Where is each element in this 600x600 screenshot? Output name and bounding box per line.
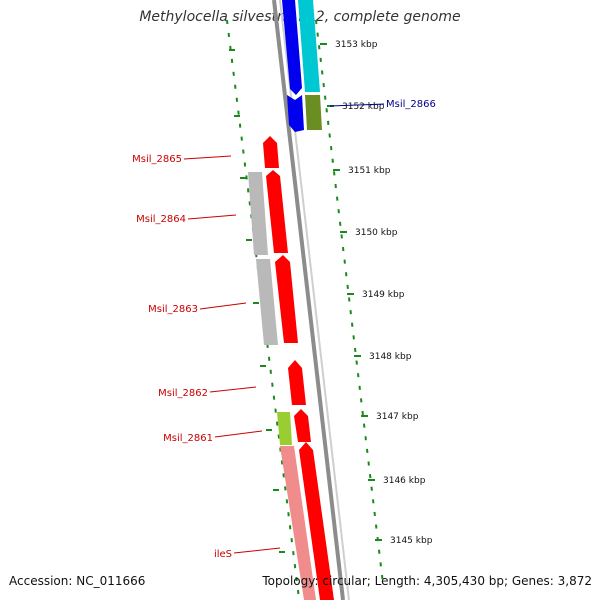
gene-label: Msil_2863 — [148, 304, 198, 315]
gene-msil-2865 — [263, 136, 279, 168]
gene-leader-line — [329, 103, 385, 107]
gene-label: ileS — [214, 549, 232, 560]
gene-label: Msil_2866 — [386, 99, 436, 110]
gene-leader-line — [199, 302, 247, 310]
gene-cyan — [298, 0, 320, 92]
backbone-line — [272, 0, 345, 600]
tick-label: 3153 kbp — [335, 40, 378, 50]
gene-msil-2862 — [288, 360, 306, 405]
gene-olive — [305, 95, 322, 130]
topology-text: Topology: circular; Length: 4,305,430 bp… — [262, 574, 592, 588]
gene-label: Msil_2861 — [163, 433, 213, 444]
gene-blue-2 — [287, 95, 304, 132]
tick-label: 3148 kbp — [369, 352, 412, 362]
gene-msil-2863 — [275, 255, 298, 343]
gene-leader-line — [187, 214, 237, 220]
cds-salmon-iles — [280, 446, 316, 600]
tick-label: 3152 kbp — [342, 102, 385, 112]
gene-label: Msil_2864 — [136, 214, 186, 225]
tick-label: 3151 kbp — [348, 166, 391, 176]
gene-label: Msil_2865 — [132, 154, 182, 165]
tick-label: 3145 kbp — [390, 536, 433, 546]
tick-label: 3150 kbp — [355, 228, 398, 238]
cds-gray-2864 — [248, 172, 268, 255]
gene-label: Msil_2862 — [158, 388, 208, 399]
gene-iles — [299, 442, 334, 600]
cds-lime-2861 — [277, 412, 292, 445]
gene-leader-line — [233, 547, 281, 554]
accession-text: Accession: NC_011666 — [9, 574, 146, 588]
gene-leader-line — [209, 386, 257, 393]
gene-msil-2861 — [294, 409, 311, 442]
tick-label: 3146 kbp — [383, 476, 426, 486]
tick-label: 3147 kbp — [376, 412, 419, 422]
outer-dotted-track — [315, 19, 384, 580]
tick-label: 3149 kbp — [362, 290, 405, 300]
gene-leader-line — [214, 430, 263, 438]
gene-leader-line — [183, 155, 232, 160]
gene-blue-1 — [282, 0, 302, 95]
cds-gray-2863 — [256, 259, 278, 345]
gene-msil-2864 — [266, 170, 288, 253]
